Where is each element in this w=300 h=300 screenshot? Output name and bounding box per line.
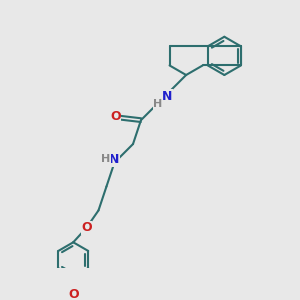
Text: O: O <box>68 288 79 300</box>
Text: O: O <box>81 221 92 234</box>
Text: O: O <box>110 110 121 123</box>
Text: H: H <box>101 154 110 164</box>
Text: N: N <box>109 154 120 166</box>
Text: H: H <box>153 99 162 109</box>
Text: N: N <box>161 90 172 103</box>
